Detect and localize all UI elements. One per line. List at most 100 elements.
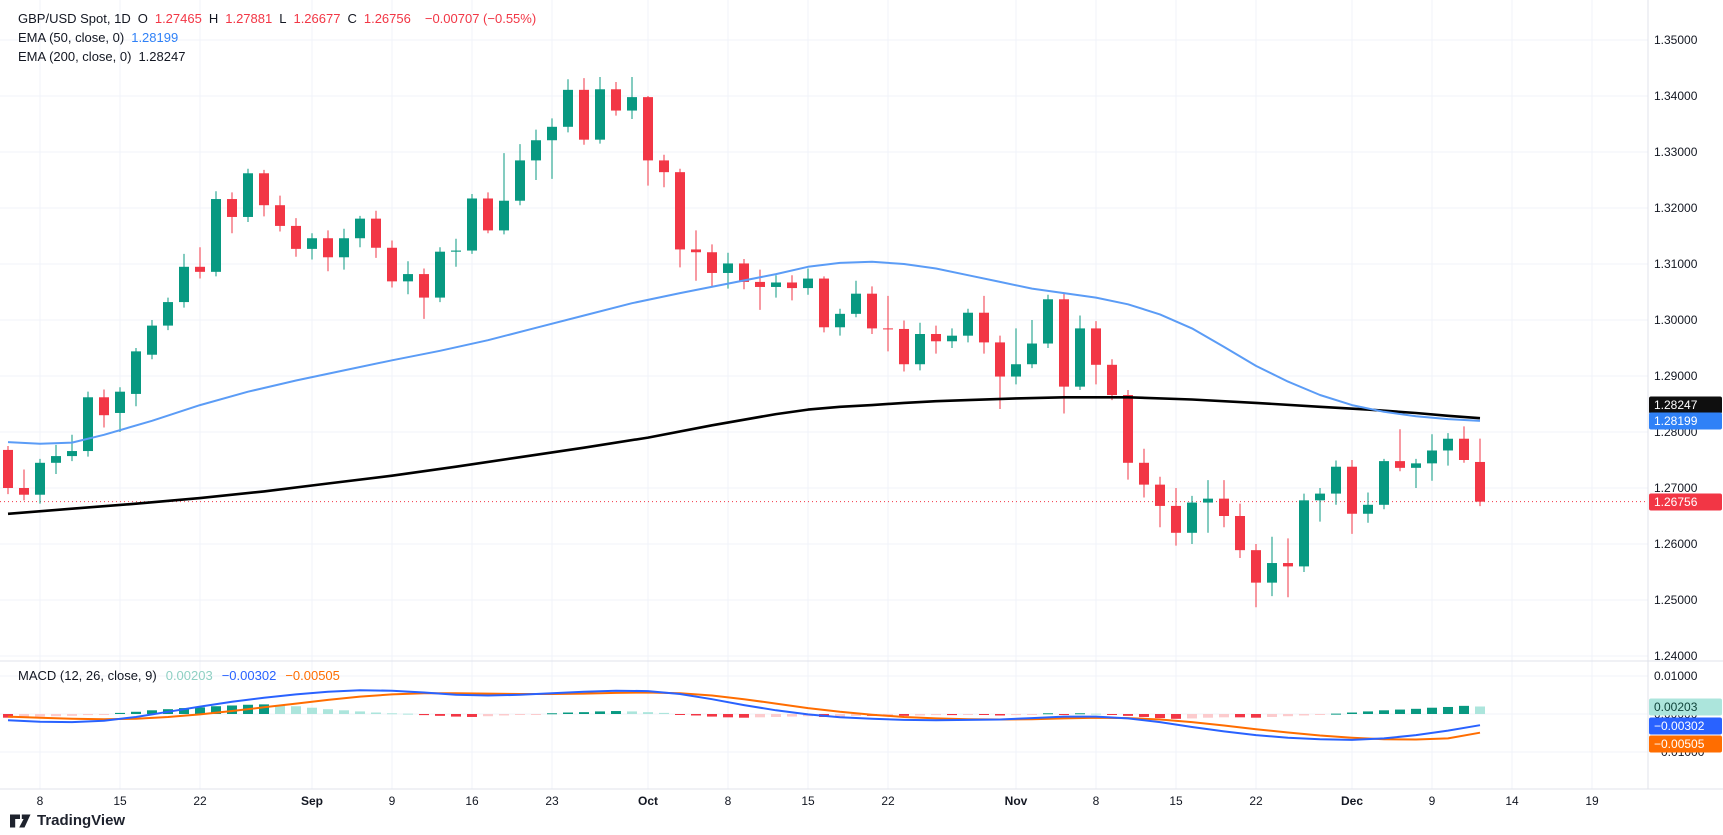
macd-hist-bar bbox=[1011, 714, 1021, 716]
svg-text:1.27000: 1.27000 bbox=[1654, 481, 1698, 495]
macd-hist-bar bbox=[771, 714, 781, 717]
ema50-label[interactable]: EMA (50, close, 0) bbox=[18, 30, 125, 45]
macd-hist-bar bbox=[451, 714, 461, 717]
candle-body bbox=[1219, 498, 1229, 516]
macd-hist-bar bbox=[115, 712, 125, 714]
candle-body bbox=[899, 328, 909, 365]
candle-body bbox=[627, 97, 637, 111]
candle-body bbox=[1075, 328, 1085, 387]
candle-body bbox=[1235, 516, 1245, 551]
macd-label[interactable]: MACD (12, 26, close, 9) bbox=[18, 668, 157, 683]
candle-body bbox=[851, 293, 861, 314]
price-axis[interactable]: 1.35000 1.34000 1.33000 1.32000 1.31000 1.300… bbox=[1654, 33, 1705, 759]
macd-hist-bar bbox=[195, 707, 205, 714]
macd-signal-value: −0.00505 bbox=[285, 668, 340, 683]
candle-body bbox=[1363, 504, 1373, 514]
axis-box bbox=[1649, 493, 1722, 511]
svg-text:8: 8 bbox=[1093, 794, 1100, 808]
macd-hist-bar bbox=[1331, 713, 1341, 715]
candle-body bbox=[1283, 563, 1293, 567]
macd-hist-bar bbox=[1059, 714, 1069, 715]
candle-body bbox=[531, 140, 541, 161]
ohlc-key: H bbox=[208, 11, 219, 26]
svg-text:0.01000: 0.01000 bbox=[1654, 669, 1698, 683]
ema200-row[interactable]: EMA (200, close, 0) 1.28247 bbox=[18, 48, 543, 66]
macd-hist-bar bbox=[211, 706, 221, 714]
macd-hist-bar bbox=[915, 714, 925, 716]
tradingview-logo-icon bbox=[10, 814, 31, 827]
macd-hist-bar bbox=[707, 714, 717, 717]
grid-lines bbox=[0, 0, 1648, 789]
candle-body bbox=[99, 397, 109, 416]
svg-text:1.33000: 1.33000 bbox=[1654, 145, 1698, 159]
candle-body bbox=[1395, 461, 1405, 468]
candle-body bbox=[275, 205, 285, 226]
macd-hist-bar bbox=[371, 712, 381, 714]
ohlc-key: L bbox=[279, 11, 287, 26]
candle-body bbox=[211, 199, 221, 272]
candle-body bbox=[1411, 463, 1421, 468]
axis-price-boxes: 1.28247 1.28199 1.26756 0.00203 −0.00302 −0.0… bbox=[1649, 396, 1722, 753]
svg-text:15: 15 bbox=[1169, 794, 1183, 808]
macd-hist-bar bbox=[179, 708, 189, 714]
macd-hist-bar bbox=[563, 712, 573, 714]
candle-body bbox=[819, 278, 829, 328]
candle-body bbox=[499, 200, 509, 231]
candle-body bbox=[563, 89, 573, 127]
macd-hist-bar bbox=[1203, 714, 1213, 718]
macd-main-line bbox=[7, 689, 1481, 741]
candle-body bbox=[355, 218, 365, 239]
svg-text:Oct: Oct bbox=[638, 794, 658, 808]
macd-hist-bar bbox=[51, 714, 61, 717]
candle-body bbox=[419, 274, 429, 298]
axis-box bbox=[1649, 396, 1722, 414]
candle-body bbox=[1059, 299, 1069, 387]
macd-hist-bar bbox=[691, 714, 701, 716]
ema200-label[interactable]: EMA (200, close, 0) bbox=[18, 49, 132, 64]
candle-body bbox=[915, 334, 925, 365]
candle-body bbox=[1427, 450, 1437, 464]
macd-hist-bar bbox=[547, 713, 557, 715]
change-value: −0.00707 (−0.55%) bbox=[424, 11, 537, 26]
macd-hist-bar bbox=[147, 710, 157, 714]
macd-legend-row[interactable]: MACD (12, 26, close, 9) 0.00203 −0.00302 −0… bbox=[18, 668, 349, 683]
svg-text:−0.00505: −0.00505 bbox=[1654, 737, 1705, 751]
macd-hist-bar bbox=[995, 714, 1005, 716]
ema200-line bbox=[7, 396, 1481, 516]
macd-hist-bar bbox=[659, 712, 669, 714]
svg-text:1.29000: 1.29000 bbox=[1654, 369, 1698, 383]
macd-signal-line bbox=[7, 691, 1481, 741]
tradingview-logo[interactable]: TradingView bbox=[10, 812, 125, 829]
svg-text:1.28199: 1.28199 bbox=[1654, 414, 1698, 428]
candle-body bbox=[1187, 502, 1197, 533]
candle-body bbox=[259, 173, 269, 206]
candle-body bbox=[579, 89, 589, 140]
candle-body bbox=[1171, 505, 1181, 533]
candle-body bbox=[595, 89, 605, 140]
candle-body bbox=[771, 282, 781, 287]
macd-hist-bar bbox=[1043, 713, 1053, 715]
macd-hist-bar bbox=[579, 712, 589, 714]
macd-hist-bar bbox=[1475, 706, 1485, 714]
candle-body bbox=[387, 247, 397, 282]
ema200-value: 1.28247 bbox=[138, 49, 186, 64]
candle-body bbox=[163, 302, 173, 326]
candle-body bbox=[3, 449, 13, 488]
ema50-row[interactable]: EMA (50, close, 0) 1.28199 bbox=[18, 29, 543, 47]
axis-box bbox=[1649, 698, 1722, 716]
ohlc-key: O bbox=[137, 11, 148, 26]
symbol-title[interactable]: GBP/USD Spot, 1D bbox=[18, 11, 131, 26]
macd-hist-bar bbox=[1347, 712, 1357, 714]
candle-body bbox=[1155, 484, 1165, 506]
macd-hist-bar bbox=[1219, 714, 1229, 718]
candle-body bbox=[227, 199, 237, 217]
symbol-row[interactable]: GBP/USD Spot, 1D O 1.27465 H 1.27881 L 1.26677… bbox=[18, 10, 543, 28]
svg-text:9: 9 bbox=[1429, 794, 1436, 808]
candle-body bbox=[115, 391, 125, 413]
macd-hist-bar bbox=[1075, 713, 1085, 715]
time-axis[interactable]: 8 15 22 Sep 9 16 23 Oct 8 15 22 Nov 8 15 22 Dec 9 14 19 bbox=[37, 794, 1599, 808]
macd-hist-bar bbox=[1427, 707, 1437, 714]
candle-body bbox=[1299, 500, 1309, 567]
